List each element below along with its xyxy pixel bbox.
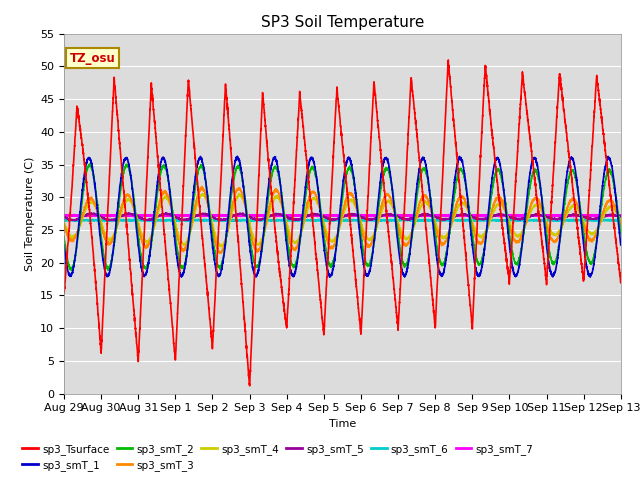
sp3_smT_4 bbox=[60, 219, 68, 225]
sp3_smT_4 bbox=[218, 244, 225, 250]
sp3_smT_7 bbox=[468, 213, 476, 218]
sp3_smT_3 bbox=[617, 221, 625, 227]
sp3_smT_1 bbox=[616, 239, 624, 244]
Line: sp3_smT_2: sp3_smT_2 bbox=[64, 164, 621, 270]
sp3_smT_5 bbox=[143, 218, 151, 224]
X-axis label: Time: Time bbox=[329, 419, 356, 429]
sp3_smT_4 bbox=[468, 216, 476, 222]
sp3_smT_2 bbox=[499, 182, 507, 188]
Line: sp3_smT_3: sp3_smT_3 bbox=[64, 186, 621, 253]
sp3_smT_7 bbox=[60, 213, 68, 218]
sp3_smT_4 bbox=[616, 218, 624, 224]
sp3_smT_4 bbox=[322, 227, 330, 232]
sp3_smT_1 bbox=[322, 258, 330, 264]
sp3_smT_6 bbox=[322, 217, 330, 223]
Line: sp3_smT_4: sp3_smT_4 bbox=[64, 193, 621, 247]
sp3_smT_1 bbox=[326, 274, 333, 280]
sp3_smT_5 bbox=[322, 215, 330, 220]
sp3_smT_5 bbox=[617, 214, 625, 220]
sp3_Tsurface bbox=[322, 296, 330, 302]
sp3_smT_7 bbox=[499, 213, 507, 219]
sp3_smT_3 bbox=[322, 231, 330, 237]
sp3_smT_4 bbox=[617, 219, 625, 225]
sp3_Tsurface bbox=[444, 57, 452, 63]
sp3_smT_2 bbox=[468, 224, 476, 230]
sp3_smT_2 bbox=[161, 163, 168, 168]
sp3_Tsurface bbox=[616, 276, 624, 281]
Text: TZ_osu: TZ_osu bbox=[70, 51, 115, 65]
sp3_smT_1 bbox=[160, 157, 168, 163]
sp3_smT_7 bbox=[383, 214, 390, 219]
sp3_smT_5 bbox=[436, 216, 444, 222]
Line: sp3_Tsurface: sp3_Tsurface bbox=[64, 60, 621, 386]
sp3_smT_3 bbox=[160, 189, 168, 194]
sp3_smT_4 bbox=[499, 204, 507, 210]
sp3_smT_1 bbox=[436, 272, 444, 278]
sp3_smT_7 bbox=[161, 213, 168, 218]
sp3_smT_6 bbox=[436, 217, 444, 223]
sp3_smT_3 bbox=[616, 222, 624, 228]
Title: SP3 Soil Temperature: SP3 Soil Temperature bbox=[260, 15, 424, 30]
sp3_smT_5 bbox=[124, 210, 132, 216]
sp3_smT_6 bbox=[160, 217, 168, 223]
sp3_smT_1 bbox=[617, 242, 625, 248]
sp3_smT_3 bbox=[468, 218, 476, 224]
sp3_smT_7 bbox=[616, 213, 624, 219]
sp3_smT_6 bbox=[60, 217, 68, 223]
sp3_smT_7 bbox=[436, 213, 444, 219]
sp3_Tsurface bbox=[60, 290, 68, 296]
Line: sp3_smT_5: sp3_smT_5 bbox=[64, 213, 621, 221]
sp3_smT_3 bbox=[198, 183, 206, 189]
Legend: sp3_Tsurface, sp3_smT_1, sp3_smT_2, sp3_smT_3, sp3_smT_4, sp3_smT_5, sp3_smT_6, : sp3_Tsurface, sp3_smT_1, sp3_smT_2, sp3_… bbox=[18, 439, 538, 475]
sp3_Tsurface bbox=[246, 383, 253, 389]
sp3_Tsurface bbox=[468, 313, 476, 319]
sp3_smT_2 bbox=[60, 234, 68, 240]
sp3_smT_5 bbox=[616, 214, 624, 219]
sp3_smT_5 bbox=[60, 214, 68, 220]
sp3_smT_3 bbox=[60, 224, 68, 229]
sp3_smT_6 bbox=[499, 217, 507, 223]
sp3_smT_4 bbox=[436, 233, 444, 239]
sp3_Tsurface bbox=[617, 279, 625, 285]
sp3_smT_3 bbox=[436, 239, 444, 245]
Y-axis label: Soil Temperature (C): Soil Temperature (C) bbox=[24, 156, 35, 271]
sp3_smT_4 bbox=[236, 191, 243, 196]
sp3_smT_5 bbox=[468, 214, 476, 219]
sp3_smT_2 bbox=[104, 267, 112, 273]
Line: sp3_smT_6: sp3_smT_6 bbox=[64, 219, 621, 221]
sp3_Tsurface bbox=[160, 227, 168, 233]
sp3_smT_2 bbox=[616, 228, 624, 234]
sp3_smT_6 bbox=[617, 217, 625, 223]
sp3_smT_6 bbox=[616, 217, 624, 223]
sp3_smT_7 bbox=[70, 212, 78, 218]
sp3_smT_1 bbox=[499, 181, 507, 187]
sp3_smT_2 bbox=[617, 231, 625, 237]
sp3_smT_3 bbox=[217, 250, 225, 256]
sp3_Tsurface bbox=[436, 216, 444, 221]
sp3_smT_2 bbox=[86, 161, 94, 167]
sp3_smT_1 bbox=[468, 234, 476, 240]
sp3_smT_6 bbox=[413, 218, 421, 224]
Line: sp3_smT_7: sp3_smT_7 bbox=[64, 215, 621, 216]
sp3_smT_2 bbox=[436, 260, 444, 266]
sp3_smT_5 bbox=[499, 212, 507, 218]
Line: sp3_smT_1: sp3_smT_1 bbox=[64, 156, 621, 277]
sp3_smT_7 bbox=[322, 213, 330, 218]
sp3_smT_6 bbox=[372, 216, 380, 222]
sp3_Tsurface bbox=[499, 228, 507, 233]
sp3_smT_2 bbox=[322, 246, 330, 252]
sp3_smT_1 bbox=[60, 242, 68, 248]
sp3_smT_5 bbox=[161, 212, 168, 217]
sp3_smT_3 bbox=[499, 200, 507, 206]
sp3_smT_6 bbox=[468, 217, 476, 223]
sp3_smT_7 bbox=[617, 213, 625, 218]
sp3_smT_1 bbox=[234, 154, 241, 159]
sp3_smT_4 bbox=[160, 195, 168, 201]
